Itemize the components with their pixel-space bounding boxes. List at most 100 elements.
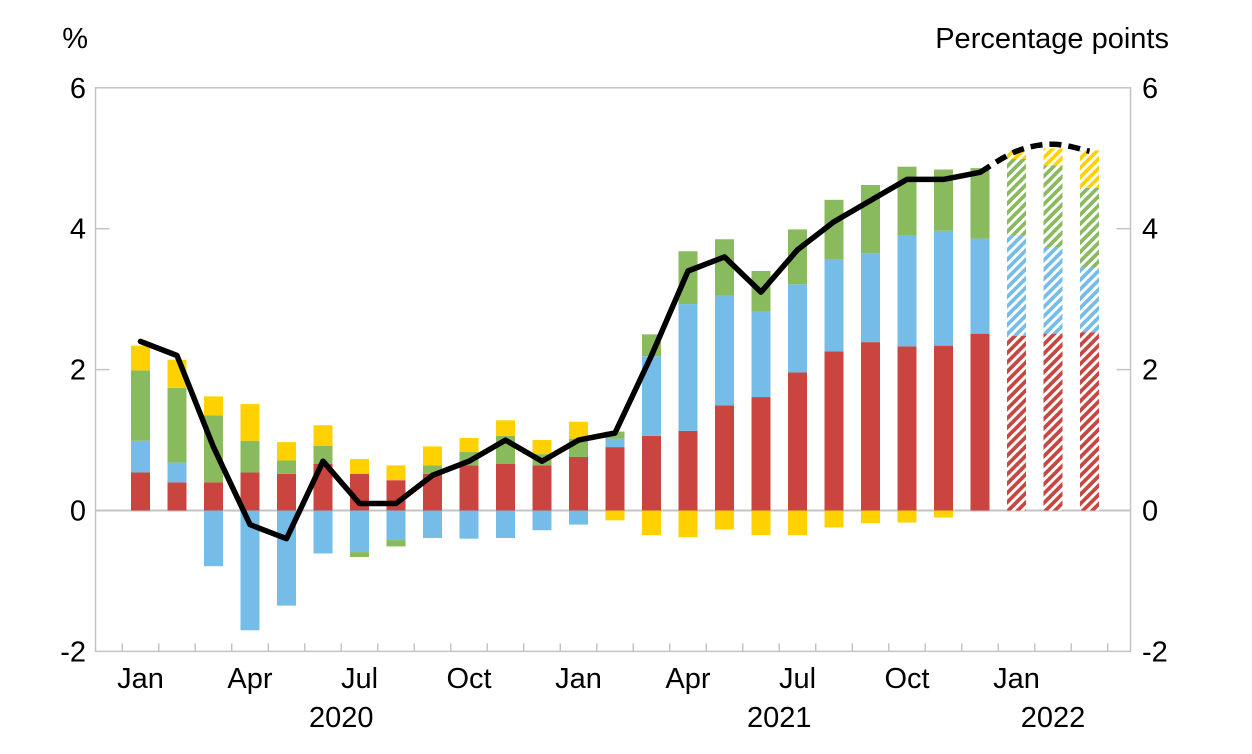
bar-segment-component-blue (715, 295, 734, 406)
plot-frame (94, 87, 1132, 653)
bar-segment-hatch-overlay (1043, 148, 1063, 166)
bar-segment-component-yellow (350, 459, 369, 474)
bar-segment-component-red (605, 447, 625, 511)
bar-segment-component-blue (350, 510, 369, 553)
bar-segment-component-yellow (423, 446, 442, 466)
total-line-solid (137, 169, 983, 542)
bar-segment-component-yellow (751, 510, 771, 536)
bar-segment-component-blue (678, 304, 698, 431)
bar-segment-component-blue (970, 238, 990, 334)
bar-segment-component-red (167, 482, 187, 511)
bar-segment-component-blue (313, 510, 333, 554)
bar-segment-component-blue (824, 259, 844, 352)
bar-segment-component-red (423, 473, 442, 511)
bar-segment-component-yellow (861, 510, 880, 524)
bar-segment-hatch-overlay (1007, 150, 1026, 159)
bar-segment-component-red (459, 465, 479, 511)
bar-segment-component-blue (240, 510, 260, 631)
bar-segment-component-yellow (532, 440, 552, 455)
bar-segment-component-red (204, 482, 223, 511)
bar-segment-component-blue (788, 284, 807, 373)
bar-segment-component-yellow (277, 442, 296, 461)
bar-segment-component-green (277, 460, 296, 474)
bar-segment-hatch-overlay (1080, 150, 1099, 188)
bar-segment-hatch-overlay (1043, 333, 1063, 511)
x-month-label: Oct (884, 663, 929, 695)
bar-segment-component-blue (897, 235, 917, 347)
bar-segment-component-green (131, 370, 150, 441)
bar-segment-component-yellow (204, 396, 223, 416)
bar-segment-component-blue (532, 510, 552, 531)
bar-segment-component-green (350, 552, 369, 557)
bar-segment-component-yellow (642, 510, 661, 536)
bar-segment-component-green (423, 465, 442, 474)
bar-segment-component-blue (642, 356, 661, 436)
bar-segment-component-red (824, 351, 844, 511)
bar-segment-component-red (788, 372, 807, 511)
bar-segment-hatch-overlay (1007, 158, 1026, 236)
bar-segment-component-blue (459, 510, 479, 539)
x-year-label: 2022 (1021, 702, 1086, 734)
x-year-label: 2020 (309, 702, 374, 734)
bar-segment-component-green (240, 440, 260, 473)
bar-segment-component-yellow (897, 510, 917, 523)
bar-segment-component-blue (131, 440, 150, 473)
bar-segment-component-red (751, 397, 771, 511)
bar-segment-component-blue (605, 438, 625, 448)
right-axis-unit-label: Percentage points (935, 23, 1169, 55)
bar-segment-component-red (897, 346, 917, 511)
bar-segment-component-blue (861, 253, 880, 343)
bar-segment-component-blue (423, 510, 442, 538)
bar-segment-hatch-overlay (1007, 235, 1026, 336)
bar-segment-component-green (386, 540, 406, 547)
bar-segment-component-red (861, 342, 880, 511)
x-month-label: Jul (779, 663, 816, 695)
bar-segment-component-yellow (934, 510, 953, 518)
bar-segment-hatch-overlay (1080, 267, 1099, 333)
bar-segment-component-yellow (569, 421, 588, 439)
bar-segment-component-blue (751, 311, 771, 398)
bar-segment-component-red (277, 473, 296, 511)
bar-segment-component-yellow (605, 510, 625, 521)
bar-segment-component-yellow (313, 425, 333, 446)
bar-segment-hatch-overlay (1007, 335, 1026, 511)
bar-segment-component-green (824, 199, 844, 260)
bar-segment-component-red (131, 472, 150, 511)
y-tick-label-left: 6 (70, 73, 86, 105)
bar-segment-component-red (934, 345, 953, 511)
bar-segment-component-blue (167, 462, 187, 483)
x-month-label: Jan (555, 663, 602, 695)
y-tick-label-right: 4 (1142, 214, 1158, 246)
y-tick-label-left: 2 (70, 355, 86, 387)
bar-segment-component-red (496, 464, 515, 511)
x-month-label: Apr (227, 663, 272, 695)
x-month-label: Jul (341, 663, 378, 695)
y-tick-label-right: 0 (1142, 496, 1158, 528)
bar-segment-component-yellow (496, 420, 515, 436)
bar-segment-component-blue (496, 510, 515, 538)
bar-segment-component-blue (934, 230, 953, 346)
bar-segment-component-yellow (715, 510, 734, 530)
y-tick-label-right: 2 (1142, 355, 1158, 387)
bar-segment-hatch-overlay (1080, 332, 1099, 511)
x-month-label: Jan (993, 663, 1040, 695)
bar-segment-component-yellow (824, 510, 844, 528)
bar-segment-component-blue (204, 510, 223, 567)
bar-segment-component-blue (569, 510, 588, 525)
y-tick-label-left: 0 (70, 496, 86, 528)
bar-segment-hatch-overlay (1080, 187, 1099, 268)
bar-segment-component-green (934, 169, 953, 231)
bar-segment-component-green (167, 387, 187, 463)
bar-segment-component-red (970, 333, 990, 511)
bar-segment-component-yellow (678, 510, 698, 538)
bar-segment-component-yellow (131, 345, 150, 371)
x-month-label: Apr (665, 663, 710, 695)
bar-segment-component-yellow (459, 437, 479, 453)
bar-segment-hatch-overlay (1043, 165, 1063, 248)
bar-segment-component-yellow (788, 510, 807, 536)
bar-segment-component-green (313, 445, 333, 465)
x-month-label: Oct (446, 663, 491, 695)
bar-segment-component-red (678, 430, 698, 511)
bar-segment-component-red (240, 472, 260, 511)
